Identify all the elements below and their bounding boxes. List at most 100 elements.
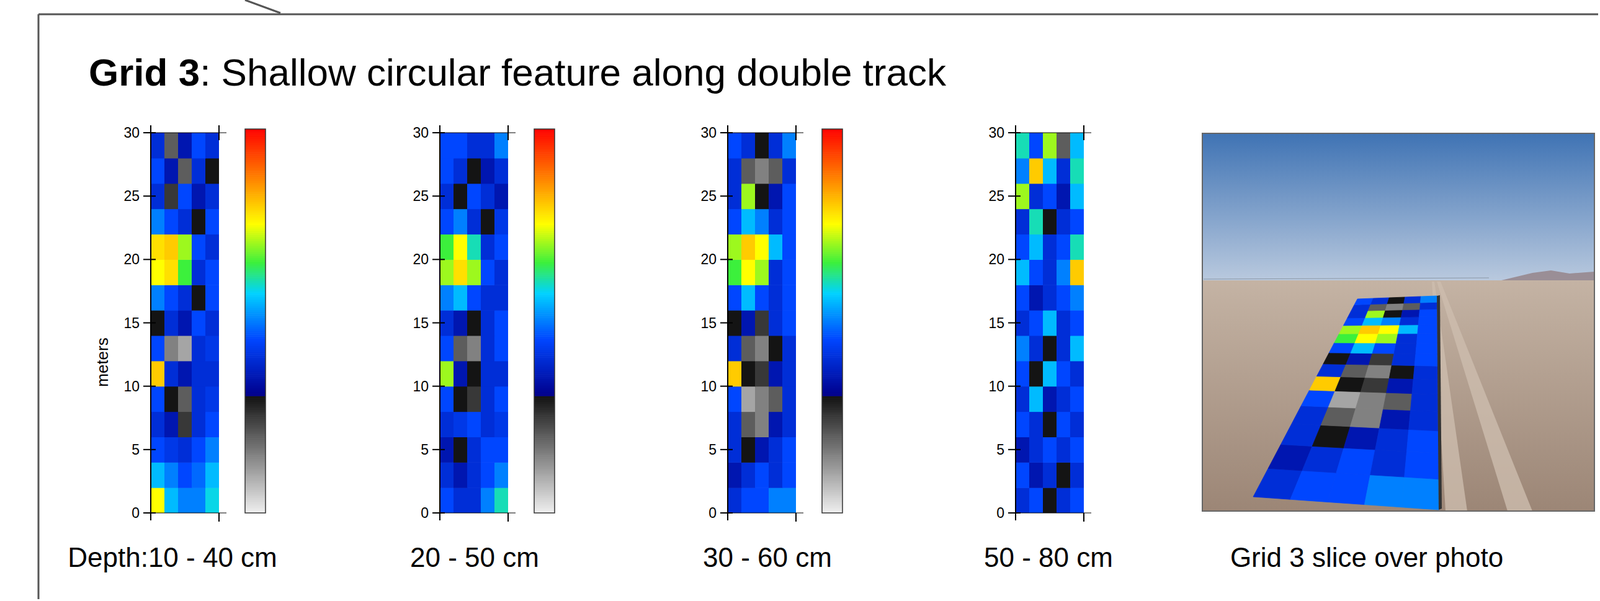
heat-cell [494, 284, 509, 311]
heat-cell [768, 361, 783, 387]
mountains [1501, 270, 1595, 281]
colorbar [245, 129, 266, 514]
x-tick [218, 513, 220, 522]
heat-cell [150, 462, 166, 488]
heat-cell [1056, 158, 1071, 184]
heat-cell [453, 310, 468, 336]
overlay-cell [1420, 302, 1438, 310]
overlay-cell [1335, 377, 1365, 393]
heat-cell [1042, 462, 1058, 488]
heat-cell [178, 158, 193, 184]
overlay-cell [1370, 449, 1408, 478]
heat-cell [755, 209, 770, 235]
depth-label: 30 - 60 cm [702, 542, 832, 573]
heat-cell [1042, 259, 1058, 285]
overlay-cell [1375, 333, 1398, 344]
heat-cell [755, 361, 770, 387]
heat-cell [1042, 386, 1058, 412]
y-tick [143, 132, 156, 134]
heat-cell [467, 209, 482, 235]
overlay-cell [1328, 390, 1361, 409]
heat-cell [467, 284, 482, 311]
heat-cell [191, 233, 206, 260]
heat-cell [191, 158, 206, 184]
heat-cell [1015, 411, 1030, 438]
y-tick [1008, 258, 1021, 260]
heat-cell [467, 183, 482, 210]
heat-cell [1070, 259, 1084, 285]
heat-cell [768, 462, 783, 488]
heat-cell [439, 386, 455, 412]
cells [727, 132, 796, 514]
heat-cell [467, 335, 482, 362]
heat-cell [467, 259, 482, 285]
y-tick-label: 25 [988, 187, 1005, 205]
x-axis [1013, 513, 1092, 514]
heat-cell [727, 158, 742, 184]
x-axis [725, 513, 804, 514]
y-tick-label: 0 [996, 505, 1005, 522]
heat-cell [782, 132, 796, 159]
heat-cell [467, 310, 482, 336]
heat-cell [1029, 462, 1044, 488]
heat-cell [191, 411, 206, 438]
heat-cell [727, 386, 742, 412]
heat-cell [178, 209, 193, 235]
heat-cell [768, 411, 783, 438]
heat-cell [1015, 462, 1030, 488]
heat-cell [164, 462, 179, 488]
heat-cell [1070, 335, 1084, 362]
heat-cell [768, 386, 783, 412]
heat-cell [480, 361, 496, 387]
heat-cell [494, 158, 509, 184]
heat-cell [150, 284, 166, 311]
heat-cell [741, 411, 756, 438]
heat-cell [1042, 411, 1058, 438]
heat-cell [755, 310, 770, 336]
heat-cell [480, 209, 496, 235]
heat-cell [494, 487, 509, 514]
heat-cell [727, 361, 742, 387]
y-tick-label: 5 [996, 441, 1005, 458]
heat-cell [768, 132, 783, 159]
overlay-cell [1371, 297, 1390, 305]
y-tick [1008, 132, 1021, 134]
x-tick [507, 513, 509, 522]
y-tick [143, 385, 156, 388]
overlay-cell [1418, 308, 1437, 318]
y-tick-label: 5 [420, 441, 429, 458]
stray-line [245, 0, 281, 14]
heat-cell [782, 183, 796, 210]
heat-cell [1056, 386, 1071, 412]
heat-cell [467, 487, 482, 514]
heat-cell [741, 158, 756, 184]
heat-cell [1042, 335, 1058, 362]
heat-cell [1070, 132, 1084, 159]
heat-cell [191, 310, 206, 336]
heat-cell [727, 284, 742, 311]
heat-cell [453, 209, 468, 235]
heat-cell [1029, 209, 1044, 235]
heat-cell [439, 462, 455, 488]
colorbar [534, 129, 555, 514]
heat-cell [467, 462, 482, 488]
heat-cell [191, 259, 206, 285]
heat-cell [1015, 132, 1030, 159]
heat-cell [178, 310, 193, 336]
heat-cell [178, 411, 193, 438]
overlay-cell [1404, 451, 1439, 480]
heat-cell [768, 158, 783, 184]
heat-cell [755, 436, 770, 463]
heat-cell [453, 462, 468, 488]
y-tick [143, 195, 156, 197]
heat-cell [782, 386, 796, 412]
heat-cell [164, 209, 179, 235]
heat-cell [191, 183, 206, 210]
heat-cell [480, 233, 496, 260]
heat-cell [453, 436, 468, 463]
heat-cell [480, 158, 496, 184]
y-tick-label: 10 [412, 378, 429, 395]
overlay-cell [1413, 366, 1438, 380]
heat-cell [178, 233, 193, 260]
heat-cell [768, 233, 783, 260]
